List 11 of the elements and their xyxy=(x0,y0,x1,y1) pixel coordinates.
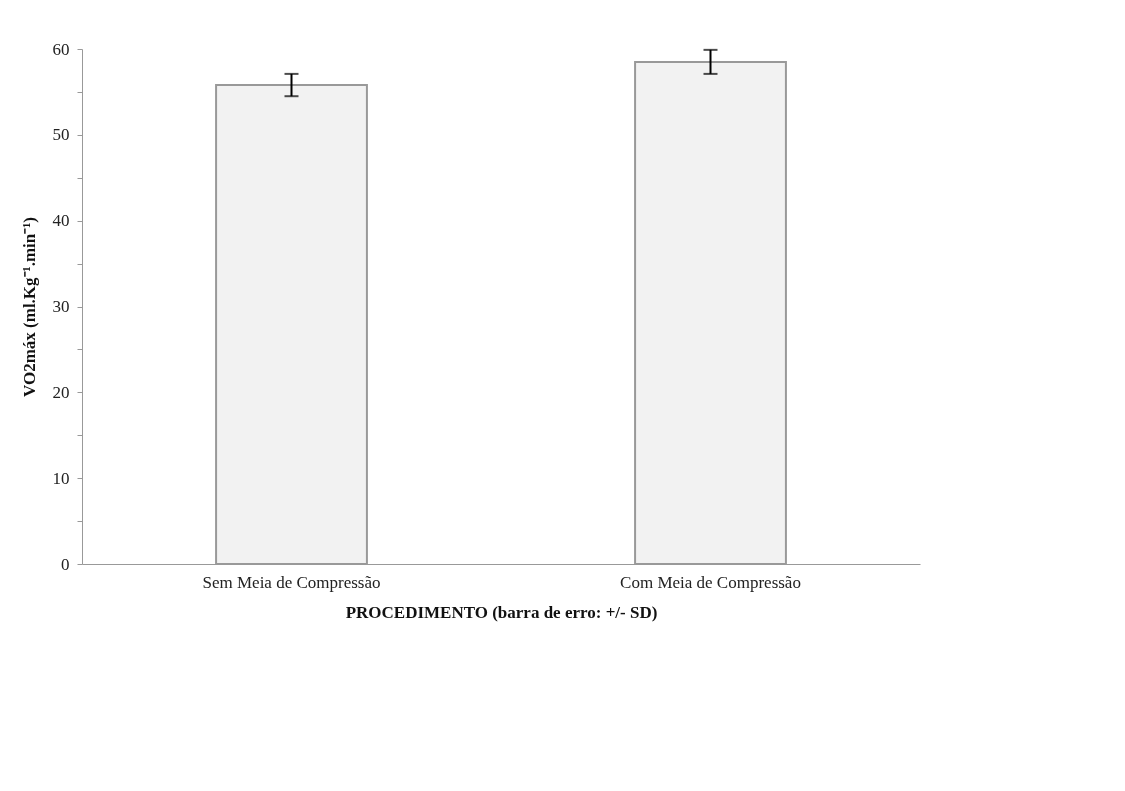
y-tick-label: 0 xyxy=(61,554,70,574)
x-tick-label: Com Meia de Compressão xyxy=(620,572,801,592)
y-tick-label: 60 xyxy=(52,39,70,59)
y-axis-title: VO2máx (ml.Kg⁻¹.min⁻¹) xyxy=(19,216,39,398)
x-axis-title: PROCEDIMENTO (barra de erro: +/- SD) xyxy=(345,602,658,622)
y-tick-label: 10 xyxy=(52,468,70,488)
x-tick-label: Sem Meia de Compressão xyxy=(202,572,381,592)
y-tick-label: 50 xyxy=(52,125,70,145)
y-tick-label: 40 xyxy=(52,211,70,231)
y-tick-label: 20 xyxy=(52,382,70,402)
y-tick-label: 30 xyxy=(52,297,70,316)
